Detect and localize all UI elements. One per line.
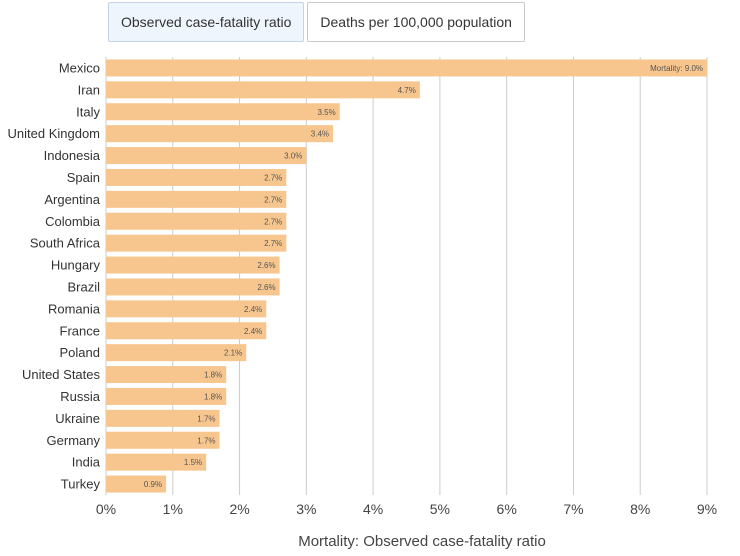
category-label: Brazil: [67, 279, 100, 294]
x-tick-label: 5%: [430, 501, 450, 517]
value-label: 2.7%: [264, 173, 282, 182]
category-label: Italy: [76, 104, 100, 119]
category-label: Russia: [60, 389, 101, 404]
x-tick-labels: 0% 1% 2% 3% 4% 5% 6% 7% 8% 9%: [96, 501, 717, 517]
bar[interactable]: [106, 322, 267, 340]
x-tick-label: 3%: [296, 501, 316, 517]
bar[interactable]: [106, 453, 207, 471]
category-label: Germany: [47, 433, 101, 448]
x-tick-label: 2%: [229, 501, 249, 517]
value-label: 1.8%: [204, 392, 222, 401]
x-tick-label: 6%: [497, 501, 517, 517]
bar[interactable]: [106, 125, 334, 143]
value-label: 2.4%: [244, 327, 262, 336]
x-tick-label: 1%: [163, 501, 183, 517]
category-label: South Africa: [30, 236, 101, 251]
bar[interactable]: [106, 431, 220, 449]
bar[interactable]: [106, 344, 247, 362]
category-label: Spain: [67, 170, 100, 185]
bar[interactable]: [106, 366, 227, 384]
value-label: 2.6%: [257, 261, 275, 270]
value-label: 2.7%: [264, 239, 282, 248]
bar[interactable]: [106, 234, 287, 252]
bar[interactable]: [106, 387, 227, 405]
value-label: 3.0%: [284, 152, 302, 161]
bar[interactable]: [106, 278, 280, 296]
bar[interactable]: [106, 212, 287, 230]
value-label: 1.7%: [197, 436, 215, 445]
category-label: Iran: [78, 82, 100, 97]
value-label: 2.4%: [244, 305, 262, 314]
category-label: Hungary: [51, 258, 101, 273]
value-labels: Mortality: 9.0% 4.7% 3.5% 3.4% 3.0% 2.7% 2.7% 2…: [144, 64, 703, 489]
value-label: 4.7%: [398, 86, 416, 95]
metric-tabs: Observed case-fatality ratio Deaths per …: [108, 2, 525, 42]
bar[interactable]: [106, 300, 267, 318]
bar[interactable]: [106, 103, 340, 121]
category-label: France: [60, 323, 100, 338]
category-label: Indonesia: [44, 148, 101, 163]
category-label: Turkey: [61, 477, 101, 492]
category-label: Colombia: [45, 214, 101, 229]
x-tick-label: 4%: [363, 501, 383, 517]
value-label: 2.7%: [264, 195, 282, 204]
value-label: 2.1%: [224, 349, 242, 358]
value-label: 1.5%: [184, 458, 202, 467]
x-tick-label: 7%: [563, 501, 583, 517]
bar[interactable]: [106, 256, 280, 274]
value-label: 1.8%: [204, 371, 222, 380]
x-tick-label: 9%: [697, 501, 717, 517]
tab-deaths-per-100000[interactable]: Deaths per 100,000 population: [307, 2, 525, 42]
category-label: United States: [22, 367, 101, 382]
value-label: 2.6%: [257, 283, 275, 292]
category-label: Mexico: [59, 60, 100, 75]
value-label: 3.5%: [317, 108, 335, 117]
value-label: 3.4%: [311, 130, 329, 139]
value-label: 1.7%: [197, 414, 215, 423]
category-label: United Kingdom: [8, 126, 101, 141]
bar[interactable]: [106, 81, 420, 99]
bar[interactable]: [106, 59, 707, 77]
x-tick-label: 0%: [96, 501, 116, 517]
x-axis-title: Mortality: Observed case-fatality ratio: [298, 533, 546, 550]
x-tick-label: 8%: [630, 501, 650, 517]
bar[interactable]: [106, 147, 307, 165]
gridlines: [105, 57, 708, 495]
value-label: 2.7%: [264, 217, 282, 226]
category-label: Ukraine: [55, 411, 100, 426]
category-labels: Mexico Iran Italy United Kingdom Indonesia Sp…: [8, 60, 101, 491]
bar[interactable]: [106, 475, 167, 493]
tab-observed-case-fatality-ratio[interactable]: Observed case-fatality ratio: [108, 2, 305, 42]
category-label: India: [72, 455, 101, 470]
category-label: Romania: [48, 301, 101, 316]
category-label: Poland: [60, 345, 100, 360]
category-label: Argentina: [44, 192, 100, 207]
bars: [106, 59, 707, 493]
bar[interactable]: [106, 168, 287, 186]
value-label: Mortality: 9.0%: [650, 64, 703, 73]
bar[interactable]: [106, 409, 220, 427]
bar[interactable]: [106, 190, 287, 208]
value-label: 0.9%: [144, 480, 162, 489]
